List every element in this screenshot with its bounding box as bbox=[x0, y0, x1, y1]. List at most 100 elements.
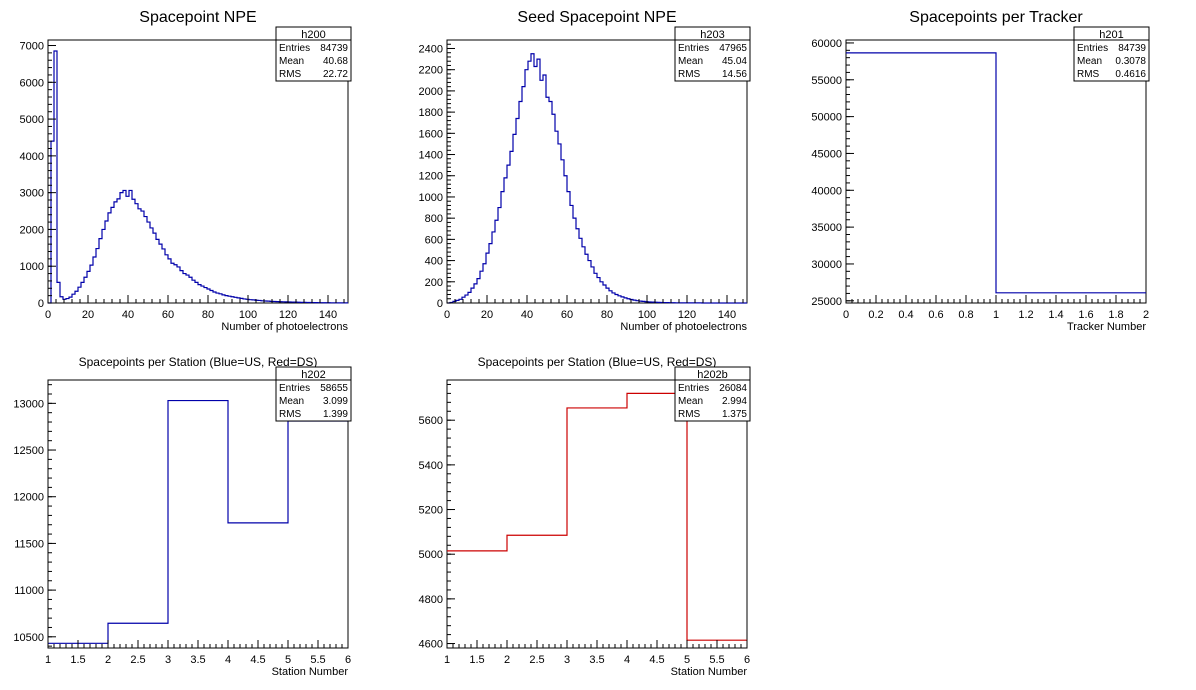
stats-label-entries: Entries bbox=[678, 383, 709, 394]
stats-name: h202 bbox=[301, 369, 325, 381]
stats-value-mean: 3.099 bbox=[323, 396, 348, 407]
y-tick-label: 7000 bbox=[20, 41, 44, 53]
x-tick-label: 4.5 bbox=[649, 654, 664, 666]
y-tick-label: 3000 bbox=[20, 188, 44, 200]
y-tick-label: 2400 bbox=[419, 43, 443, 55]
stats-label-entries: Entries bbox=[678, 43, 709, 54]
x-tick-label: 6 bbox=[744, 654, 750, 666]
x-tick-label: 80 bbox=[601, 309, 613, 321]
histogram-line bbox=[48, 50, 348, 304]
stats-label-entries: Entries bbox=[279, 43, 310, 54]
y-tick-label: 2000 bbox=[419, 86, 443, 98]
chart-title: Spacepoint NPE bbox=[139, 9, 256, 26]
stats-value-rms: 22.72 bbox=[323, 69, 348, 80]
chart-title: Seed Spacepoint NPE bbox=[517, 9, 676, 26]
stats-label-mean: Mean bbox=[678, 396, 703, 407]
x-tick-label: 2 bbox=[504, 654, 510, 666]
stats-box: h201 Entries 84739 Mean 0.3078 RMS 0.4616 bbox=[1073, 26, 1150, 82]
x-tick-label: 2 bbox=[105, 654, 111, 666]
y-tick-label: 4000 bbox=[20, 151, 44, 163]
stats-name: h200 bbox=[301, 29, 325, 41]
stats-value-rms: 1.375 bbox=[722, 409, 747, 420]
stats-label-mean: Mean bbox=[279, 396, 304, 407]
chart-panel-1: Spacepoint NPE01000200030004000500060007… bbox=[20, 9, 352, 333]
x-axis-label: Number of photoelectrons bbox=[221, 321, 348, 333]
x-tick-label: 0 bbox=[45, 309, 51, 321]
x-tick-label: 0 bbox=[843, 309, 849, 321]
y-tick-label: 5000 bbox=[20, 114, 44, 126]
x-tick-label: 120 bbox=[279, 309, 297, 321]
stats-value-rms: 0.4616 bbox=[1115, 69, 1146, 80]
x-tick-label: 3 bbox=[165, 654, 171, 666]
chart-title: Spacepoints per Station (Blue=US, Red=DS… bbox=[478, 355, 717, 369]
x-tick-label: 0.6 bbox=[928, 309, 943, 321]
x-tick-label: 4 bbox=[225, 654, 231, 666]
x-tick-label: 120 bbox=[678, 309, 696, 321]
x-tick-label: 100 bbox=[638, 309, 656, 321]
stats-value-entries: 58655 bbox=[320, 383, 348, 394]
stats-name: h203 bbox=[700, 29, 724, 41]
stats-label-mean: Mean bbox=[678, 56, 703, 67]
y-tick-label: 5000 bbox=[419, 549, 443, 561]
chart-panel-4: Spacepoints per Station (Blue=US, Red=DS… bbox=[13, 355, 352, 678]
stats-label-rms: RMS bbox=[1077, 69, 1100, 80]
stats-label-rms: RMS bbox=[279, 409, 302, 420]
y-tick-label: 5200 bbox=[419, 505, 443, 517]
stats-value-mean: 45.04 bbox=[722, 56, 747, 67]
stats-value-rms: 1.399 bbox=[323, 409, 348, 420]
x-tick-label: 40 bbox=[122, 309, 134, 321]
x-tick-label: 60 bbox=[561, 309, 573, 321]
x-tick-label: 6 bbox=[345, 654, 351, 666]
x-tick-label: 4 bbox=[624, 654, 630, 666]
stats-box-frame bbox=[1073, 26, 1150, 82]
y-tick-label: 60000 bbox=[811, 38, 842, 50]
stats-label-rms: RMS bbox=[678, 409, 701, 420]
x-tick-label: 2 bbox=[1143, 309, 1149, 321]
y-tick-label: 12000 bbox=[13, 492, 44, 504]
stats-box-frame bbox=[275, 366, 352, 422]
y-tick-label: 0 bbox=[437, 298, 443, 310]
stats-label-entries: Entries bbox=[1077, 43, 1108, 54]
stats-box: h202 Entries 58655 Mean 3.099 RMS 1.399 bbox=[275, 366, 352, 422]
y-tick-label: 5600 bbox=[419, 415, 443, 427]
histogram-line bbox=[447, 53, 747, 304]
y-tick-label: 1800 bbox=[419, 107, 443, 119]
stats-box: h203 Entries 47965 Mean 45.04 RMS 14.56 bbox=[674, 26, 751, 82]
x-tick-label: 3.5 bbox=[190, 654, 205, 666]
y-tick-label: 35000 bbox=[811, 222, 842, 234]
histogram-line bbox=[48, 399, 348, 644]
stats-value-mean: 2.994 bbox=[722, 396, 747, 407]
x-tick-label: 2.5 bbox=[130, 654, 145, 666]
y-tick-label: 5400 bbox=[419, 460, 443, 472]
y-tick-label: 12500 bbox=[13, 445, 44, 457]
y-tick-label: 13000 bbox=[13, 398, 44, 410]
y-tick-label: 200 bbox=[425, 277, 443, 289]
x-tick-label: 1 bbox=[993, 309, 999, 321]
stats-box: h200 Entries 84739 Mean 40.68 RMS 22.72 bbox=[275, 26, 352, 82]
histogram-line bbox=[447, 392, 747, 641]
x-tick-label: 1.2 bbox=[1018, 309, 1033, 321]
x-tick-label: 4.5 bbox=[250, 654, 265, 666]
x-tick-label: 140 bbox=[319, 309, 337, 321]
y-tick-label: 1000 bbox=[419, 192, 443, 204]
stats-label-rms: RMS bbox=[678, 69, 701, 80]
x-tick-label: 60 bbox=[162, 309, 174, 321]
stats-value-entries: 84739 bbox=[1118, 43, 1146, 54]
stats-value-entries: 47965 bbox=[719, 43, 747, 54]
stats-value-entries: 84739 bbox=[320, 43, 348, 54]
y-tick-label: 1600 bbox=[419, 128, 443, 140]
stats-label-entries: Entries bbox=[279, 383, 310, 394]
chart-panel-2: Seed Spacepoint NPE020040060080010001200… bbox=[419, 9, 751, 333]
y-tick-label: 4600 bbox=[419, 639, 443, 651]
x-axis-label: Tracker Number bbox=[1067, 321, 1146, 333]
y-tick-label: 1200 bbox=[419, 171, 443, 183]
y-tick-label: 50000 bbox=[811, 112, 842, 124]
x-tick-label: 140 bbox=[718, 309, 736, 321]
x-tick-label: 0.8 bbox=[958, 309, 973, 321]
y-tick-label: 11500 bbox=[14, 538, 44, 550]
y-tick-label: 2200 bbox=[419, 65, 443, 77]
x-tick-label: 5.5 bbox=[310, 654, 325, 666]
x-tick-label: 5 bbox=[285, 654, 291, 666]
y-tick-label: 40000 bbox=[811, 185, 842, 197]
